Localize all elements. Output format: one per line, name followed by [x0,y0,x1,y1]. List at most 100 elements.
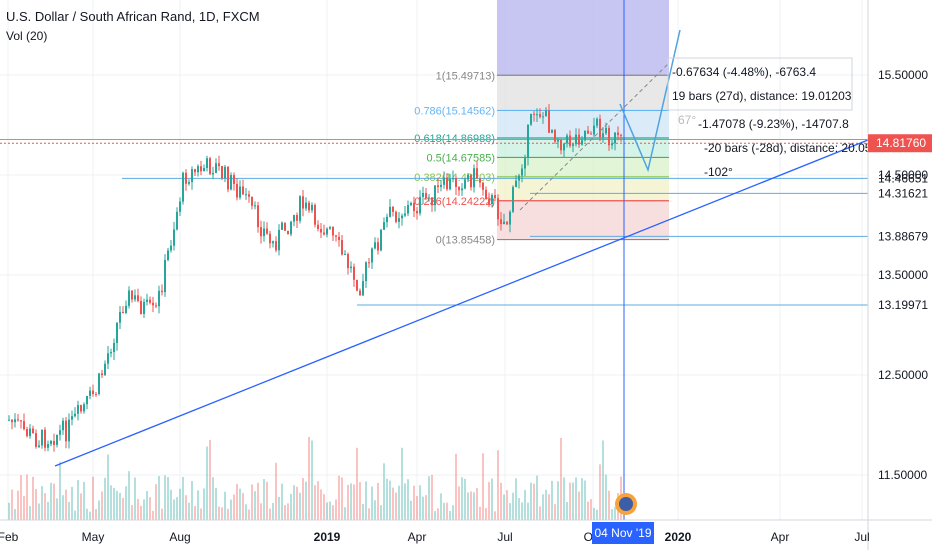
candle-body [509,211,511,225]
candle-body [332,227,334,236]
volume-bar [74,510,76,520]
volume-bar [128,471,130,520]
volume-bar [197,490,199,520]
candle-body [602,133,604,138]
volume-bar [239,488,241,520]
candle-body [200,166,202,172]
candle-body [536,114,538,116]
candle-body [257,205,259,228]
candle-body [41,429,43,446]
volume-bar [83,481,85,520]
volume-bar [317,481,319,520]
measure-annotation: -0.67634 (-4.48%), -6763.4 [672,65,816,79]
candle-body [311,204,313,211]
candle-body [614,132,616,144]
candle-body [497,198,499,220]
candle-body [548,110,550,133]
measure-annotation: -102° [704,165,733,179]
volume-bar [359,482,361,520]
volume-bar [92,476,94,520]
volume-bar [467,492,469,520]
candle-body [530,113,532,125]
candle-body [227,166,229,190]
x-tick-label: Jul [854,530,869,544]
fib-zone [497,157,669,177]
symbol-title[interactable]: U.S. Dollar / South African Rand, 1D, FX… [6,9,260,24]
volume-bar [200,508,202,520]
candle-body [302,196,304,209]
current-price-label: 14.81760 [876,136,926,150]
volume-bar [512,492,514,520]
fib-level-label: 0.618(14.86988) [414,133,495,145]
volume-bar [323,494,325,520]
candle-body [392,206,394,212]
candle-body [251,196,253,206]
volume-bar [11,489,13,520]
volume-bar [491,478,493,520]
volume-bar [380,505,382,520]
time-marker-label: 04 Nov '19 [595,526,652,540]
volume-bar [455,453,457,520]
candle-body [185,172,187,184]
volume-bar [326,502,328,520]
candle-body [59,430,61,435]
volume-bar [329,501,331,520]
volume-bar [17,490,19,520]
candle-body [482,182,484,190]
volume-bar [134,477,136,520]
measure-annotation: -1.47078 (-9.23%), -14707.8 [698,117,849,131]
candle-body [440,184,442,187]
volume-bar [233,494,235,520]
volume-bar [557,481,559,520]
measure-annotation: 19 bars (27d), distance: 19.01203 [672,89,852,103]
candle-body [467,174,469,180]
volume-bar [20,475,22,520]
volume-bar [296,486,298,520]
volume-bar [458,486,460,520]
candle-body [362,281,364,296]
volume-bar [401,447,403,520]
volume-bar [578,491,580,520]
candle-body [512,187,514,212]
fib-level-label: 0(13.85458) [436,235,495,247]
volume-bar [542,494,544,520]
candle-body [248,194,250,197]
volume-bar [245,504,247,520]
volume-bar [416,496,418,520]
volume-bar [440,493,442,520]
candle-body [44,429,46,448]
volume-bar [293,485,295,520]
candle-body [38,445,40,447]
candle-body [218,163,220,167]
candle-body [344,254,346,256]
volume-bar [179,488,181,520]
volume-bar [287,503,289,520]
volume-bar [50,482,52,520]
volume-bar [44,493,46,520]
volume-indicator-label[interactable]: Vol (20) [6,29,48,43]
volume-bar [452,505,454,520]
volume-bar [164,475,166,520]
volume-bar [80,493,82,520]
volume-bar [59,461,61,520]
volume-bar [26,474,28,520]
volume-bar [476,488,478,520]
candle-body [368,262,370,264]
candle-body [323,232,325,235]
candle-body [317,224,319,229]
volume-bar [224,491,226,520]
candle-body [365,262,367,282]
volume-bar [266,481,268,520]
candle-body [353,266,355,280]
volume-bar [101,491,103,520]
candle-body [380,229,382,251]
candle-body [620,135,622,137]
volume-bar [212,477,214,520]
candle-body [152,302,154,306]
candle-body [359,290,361,296]
volume-bar [485,508,487,520]
candle-body [50,440,52,445]
candle-body [590,133,592,135]
volume-bar [104,477,106,520]
